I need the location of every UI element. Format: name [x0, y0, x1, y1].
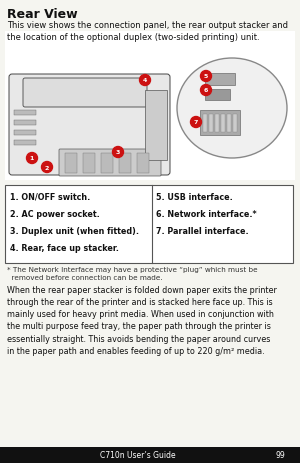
Text: When the rear paper stacker is folded down paper exits the printer
through the r: When the rear paper stacker is folded do… [7, 285, 277, 355]
Bar [5, 186, 293, 263]
Circle shape [200, 71, 211, 82]
Bar [227, 115, 231, 133]
Circle shape [190, 117, 202, 128]
Text: 5. USB interface.: 5. USB interface. [156, 193, 233, 201]
Bar [221, 115, 225, 133]
Bar [119, 154, 131, 174]
Bar [65, 154, 77, 174]
Text: 7. Parallel interface.: 7. Parallel interface. [156, 226, 249, 236]
Text: 2: 2 [45, 165, 49, 170]
Text: 4. Rear, face up stacker.: 4. Rear, face up stacker. [10, 244, 119, 252]
Text: 7: 7 [194, 120, 198, 125]
Bar [83, 154, 95, 174]
Text: 1. ON/OFF switch.: 1. ON/OFF switch. [10, 193, 90, 201]
Bar [0, 447, 300, 463]
Text: * The Network Interface may have a protective “plug” which must be
  removed bef: * The Network Interface may have a prote… [7, 266, 258, 281]
Bar [14, 121, 36, 126]
Bar [205, 90, 230, 101]
Bar [14, 131, 36, 136]
Bar [14, 141, 36, 146]
Bar [209, 115, 213, 133]
Text: This view shows the connection panel, the rear output stacker and
the location o: This view shows the connection panel, th… [7, 21, 288, 42]
Bar [203, 115, 207, 133]
Text: C710n User’s Guide: C710n User’s Guide [100, 450, 176, 459]
Text: 5: 5 [204, 75, 208, 79]
FancyBboxPatch shape [59, 150, 161, 176]
Circle shape [112, 147, 124, 158]
Circle shape [26, 153, 38, 164]
Bar [200, 111, 240, 136]
Text: 99: 99 [275, 450, 285, 459]
Bar [215, 115, 219, 133]
Bar [205, 74, 235, 86]
Text: 6. Network interface.*: 6. Network interface.* [156, 210, 256, 219]
Text: Rear View: Rear View [7, 8, 78, 21]
Bar [233, 115, 237, 133]
FancyBboxPatch shape [23, 79, 147, 108]
Ellipse shape [177, 59, 287, 159]
Circle shape [140, 75, 151, 86]
Bar [5, 32, 295, 181]
Bar [145, 91, 167, 161]
Text: 3: 3 [116, 150, 120, 155]
Text: 3. Duplex unit (when fitted).: 3. Duplex unit (when fitted). [10, 226, 139, 236]
Bar [137, 154, 149, 174]
Circle shape [200, 85, 211, 96]
FancyBboxPatch shape [9, 75, 170, 175]
Bar [101, 154, 113, 174]
Text: 4: 4 [143, 78, 147, 83]
Bar [14, 111, 36, 116]
Text: 1: 1 [30, 156, 34, 161]
Text: 6: 6 [204, 88, 208, 94]
Text: 2. AC power socket.: 2. AC power socket. [10, 210, 100, 219]
Circle shape [41, 162, 52, 173]
